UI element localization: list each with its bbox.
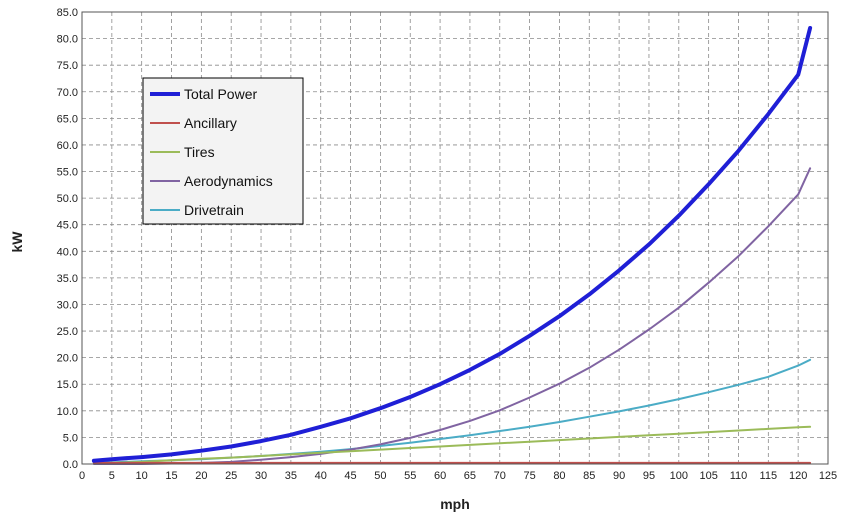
series-line-tires xyxy=(92,425,812,465)
y-tick-label: 15.0 xyxy=(57,379,78,391)
y-tick-label: 85.0 xyxy=(57,7,78,19)
plot-area-border xyxy=(81,11,829,465)
x-tick-label: 60 xyxy=(434,470,446,482)
legend: Total Power Ancillary Tires Aerodynamics Dri… xyxy=(142,77,304,225)
x-tick-label: 100 xyxy=(670,470,688,482)
y-tick-label: 45.0 xyxy=(57,220,78,232)
y-tick-label: 35.0 xyxy=(57,273,78,285)
y-tick-label: 25.0 xyxy=(57,326,78,338)
y-tick-label: 20.0 xyxy=(57,353,78,365)
x-tick-label: 85 xyxy=(583,470,595,482)
legend-label-drivetrain: Drivetrain xyxy=(184,202,244,218)
x-axis-ticks: 0 5 10 15 20 25 30 35 40 45 50 55 60 65 70 75 80 85 90 95 10… xyxy=(79,470,837,482)
x-tick-label: 45 xyxy=(344,470,356,482)
y-tick-label: 60.0 xyxy=(57,140,78,152)
y-tick-label: 10.0 xyxy=(57,406,78,418)
y-tick-label: 5.0 xyxy=(63,432,78,444)
x-tick-label: 20 xyxy=(195,470,207,482)
x-tick-label: 15 xyxy=(165,470,177,482)
x-tick-label: 75 xyxy=(523,470,535,482)
legend-label-tires: Tires xyxy=(184,144,215,160)
legend-label-ancillary: Ancillary xyxy=(184,115,237,131)
x-tick-label: 115 xyxy=(760,470,778,482)
y-tick-label: 75.0 xyxy=(57,60,78,72)
y-tick-label: 65.0 xyxy=(57,113,78,125)
y-tick-label: 55.0 xyxy=(57,167,78,179)
x-tick-label: 95 xyxy=(643,470,655,482)
x-tick-label: 30 xyxy=(255,470,267,482)
x-tick-label: 5 xyxy=(109,470,115,482)
gridlines xyxy=(81,11,829,465)
x-tick-label: 120 xyxy=(789,470,807,482)
series-line-total-power xyxy=(91,26,813,463)
x-axis-title: mph xyxy=(440,496,470,512)
y-tick-label: 30.0 xyxy=(57,299,78,311)
y-tick-label: 50.0 xyxy=(57,193,78,205)
legend-label-aerodynamics: Aerodynamics xyxy=(184,173,273,189)
x-tick-label: 40 xyxy=(315,470,327,482)
x-tick-label: 125 xyxy=(819,470,837,482)
x-tick-label: 10 xyxy=(136,470,148,482)
x-tick-label: 65 xyxy=(464,470,476,482)
x-tick-label: 105 xyxy=(699,470,717,482)
y-axis-ticks: 0.0 5.0 10.0 15.0 20.0 25.0 30.0 35.0 40.0 45.0 50… xyxy=(57,7,78,471)
x-tick-label: 0 xyxy=(79,470,85,482)
y-tick-label: 70.0 xyxy=(57,87,78,99)
legend-label-total-power: Total Power xyxy=(184,86,257,102)
y-tick-label: 40.0 xyxy=(57,246,78,258)
x-tick-label: 35 xyxy=(285,470,297,482)
y-tick-label: 0.0 xyxy=(63,459,78,471)
x-tick-label: 25 xyxy=(225,470,237,482)
series-lines xyxy=(91,26,813,465)
x-tick-label: 110 xyxy=(730,470,748,482)
y-tick-label: 80.0 xyxy=(57,34,78,46)
x-tick-label: 70 xyxy=(494,470,506,482)
x-tick-label: 80 xyxy=(553,470,565,482)
y-axis-title: kW xyxy=(9,231,25,253)
x-tick-label: 50 xyxy=(374,470,386,482)
x-tick-label: 90 xyxy=(613,470,625,482)
x-tick-label: 55 xyxy=(404,470,416,482)
